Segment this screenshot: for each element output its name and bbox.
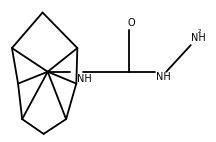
Text: ₂: ₂: [198, 26, 202, 35]
Text: NH: NH: [156, 72, 170, 82]
Text: NH: NH: [191, 33, 206, 43]
Text: NH: NH: [77, 74, 92, 84]
Text: O: O: [128, 18, 135, 28]
